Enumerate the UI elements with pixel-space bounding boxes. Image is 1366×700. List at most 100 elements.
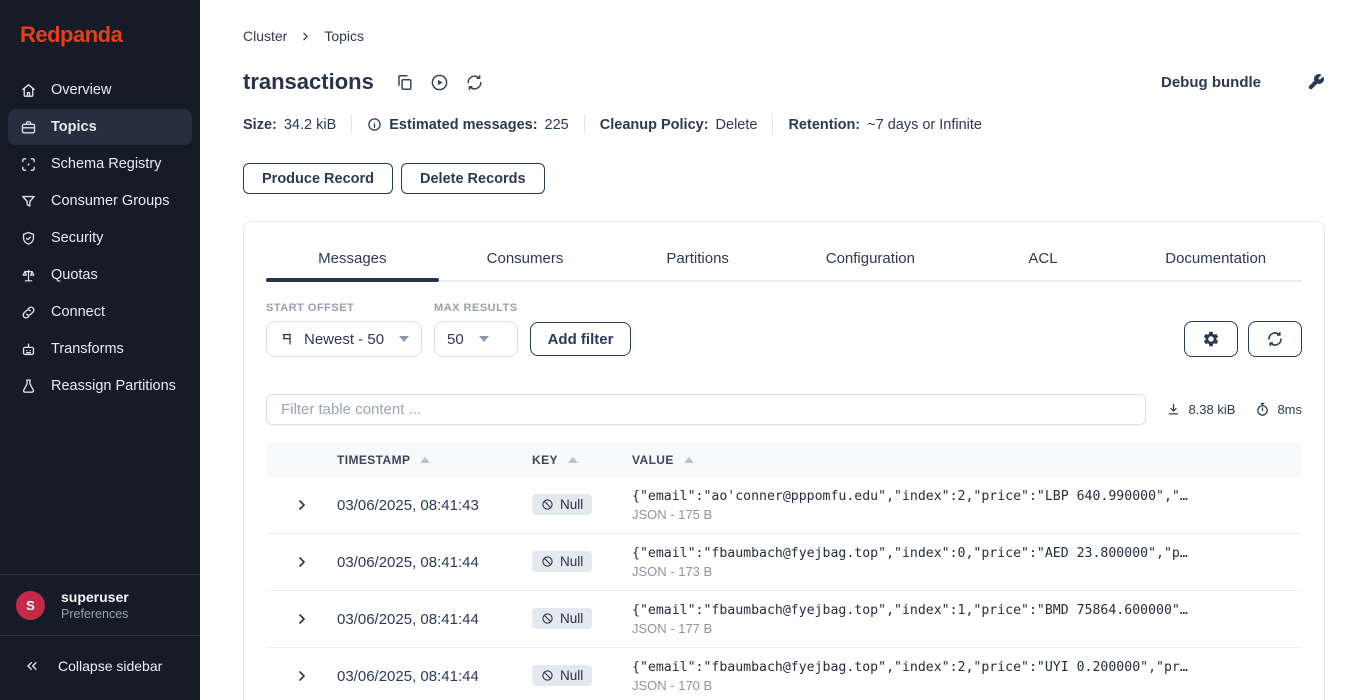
key-null-badge: Null — [532, 494, 593, 515]
sidebar-item-label: Overview — [51, 82, 112, 98]
tab-documentation[interactable]: Documentation — [1165, 250, 1267, 267]
chevron-right-icon — [299, 30, 312, 43]
chevron-down-icon — [399, 336, 410, 342]
tab-configuration[interactable]: Configuration — [825, 250, 915, 267]
play-circle-icon[interactable] — [430, 73, 449, 92]
key-null-badge: Null — [532, 608, 593, 629]
breadcrumb-topics[interactable]: Topics — [324, 28, 365, 44]
stat-value: Delete — [715, 116, 758, 133]
stat-label: Estimated messages: — [389, 116, 538, 133]
gear-icon — [1203, 331, 1219, 347]
info-icon[interactable] — [367, 117, 382, 132]
page-title: transactions — [243, 69, 374, 94]
start-offset-value: Newest - 50 — [304, 330, 385, 348]
max-results-label: MAX RESULTS — [434, 302, 518, 314]
sidebar-item-overview[interactable]: Overview — [8, 72, 192, 108]
filter-row: 8.38 kiB 8ms — [266, 394, 1302, 425]
wrench-icon[interactable] — [1307, 73, 1325, 91]
tab-consumers[interactable]: Consumers — [486, 250, 564, 267]
sidebar-item-connect[interactable]: Connect — [8, 294, 192, 330]
refresh-messages-button[interactable] — [1248, 321, 1302, 357]
value-meta: JSON - 170 B — [632, 677, 713, 693]
sidebar-item-topics[interactable]: Topics — [8, 109, 192, 145]
collapse-sidebar-button[interactable]: Collapse sidebar — [0, 635, 200, 700]
sidebar-item-reassign-partitions[interactable]: Reassign Partitions — [8, 368, 192, 404]
message-settings-button[interactable] — [1184, 321, 1238, 357]
sidebar-item-consumer-groups[interactable]: Consumer Groups — [8, 183, 192, 219]
value-cell: {"email":"fbaumbach@fyejbag.top","index"… — [632, 660, 1302, 693]
title-row: transactions Debug bundle — [243, 69, 1325, 95]
breadcrumb-cluster[interactable]: Cluster — [243, 28, 288, 44]
timestamp-cell: 03/06/2025, 08:41:44 — [337, 610, 479, 628]
link-icon — [20, 304, 37, 321]
payload-size: 8.38 kiB — [1188, 402, 1236, 417]
download-icon — [1169, 403, 1179, 415]
chevron-down-icon — [478, 336, 489, 342]
fetch-stats: 8.38 kiB 8ms — [1166, 402, 1302, 417]
stat-retention: Retention: ~7 days or Infinite — [788, 117, 982, 133]
table-row[interactable]: 03/06/2025, 08:41:44 Null {"email":"fbau… — [266, 648, 1302, 700]
topic-actions: Produce Record Delete Records — [243, 163, 1325, 194]
table-row[interactable]: 03/06/2025, 08:41:43 Null {"email":"ao'c… — [266, 477, 1302, 534]
copy-icon[interactable] — [395, 73, 414, 92]
sidebar-item-label: Security — [51, 230, 104, 246]
max-results-value: 50 — [447, 330, 464, 348]
value-json: {"email":"fbaumbach@fyejbag.top","index"… — [632, 602, 1188, 618]
chevron-right-icon — [298, 557, 305, 567]
table-row[interactable]: 03/06/2025, 08:41:44 Null {"email":"fbau… — [266, 534, 1302, 591]
expand-row-button[interactable] — [266, 554, 337, 570]
timestamp-cell: 03/06/2025, 08:41:44 — [337, 553, 479, 571]
value-meta: JSON - 173 B — [632, 563, 713, 579]
circle-slash-icon — [542, 499, 553, 510]
column-timestamp[interactable]: TIMESTAMP — [337, 453, 532, 467]
flask-icon — [20, 378, 37, 395]
stat-label: Size: — [243, 116, 277, 133]
expand-row-button[interactable] — [266, 497, 337, 513]
tab-bar: Messages Consumers Partitions Configurat… — [266, 240, 1302, 282]
robot-icon — [20, 341, 37, 358]
table-row[interactable]: 03/06/2025, 08:41:44 Null {"email":"fbau… — [266, 591, 1302, 648]
add-filter-button[interactable]: Add filter — [529, 322, 632, 356]
stat-value: ~7 days or Infinite — [867, 116, 983, 133]
elapsed-time: 8ms — [1277, 402, 1302, 417]
expand-row-button[interactable] — [266, 668, 337, 684]
produce-record-button[interactable]: Produce Record — [243, 163, 393, 194]
start-offset-select[interactable]: Newest - 50 — [266, 321, 423, 357]
sidebar-nav: Overview Topics Schema Registry Consumer… — [0, 72, 200, 404]
refresh-icon[interactable] — [465, 73, 484, 92]
key-null-badge: Null — [532, 551, 593, 572]
stat-value: 225 — [544, 116, 569, 133]
sort-icon — [567, 457, 578, 463]
expand-row-button[interactable] — [266, 611, 337, 627]
tab-partitions[interactable]: Partitions — [666, 250, 729, 267]
sidebar-item-quotas[interactable]: Quotas — [8, 257, 192, 293]
stat-size: Size: 34.2 kiB — [243, 117, 336, 133]
tab-messages[interactable]: Messages — [266, 240, 439, 282]
scales-icon — [20, 267, 37, 284]
preferences-link[interactable]: Preferences — [61, 607, 129, 621]
circle-slash-icon — [542, 670, 553, 681]
sidebar-item-schema-registry[interactable]: Schema Registry — [8, 146, 192, 182]
funnel-icon — [20, 193, 37, 210]
messages-table: TIMESTAMP KEY VALUE 03/06/2025, 08:41:43 — [266, 443, 1302, 700]
max-results-select[interactable]: 50 — [434, 321, 518, 357]
delete-records-button[interactable]: Delete Records — [401, 163, 545, 194]
value-json: {"email":"ao'conner@pppomfu.edu","index"… — [632, 488, 1188, 504]
double-chevron-left-icon — [24, 658, 40, 674]
tab-acl[interactable]: ACL — [1028, 250, 1058, 267]
sidebar-item-transforms[interactable]: Transforms — [8, 331, 192, 367]
sidebar-item-label: Schema Registry — [51, 156, 162, 172]
column-key[interactable]: KEY — [532, 453, 632, 467]
sidebar-item-label: Reassign Partitions — [51, 378, 176, 394]
flag-icon — [279, 331, 295, 347]
column-value[interactable]: VALUE — [632, 453, 1302, 467]
home-icon — [20, 82, 37, 99]
stopwatch-icon — [1257, 402, 1269, 416]
sidebar-item-security[interactable]: Security — [8, 220, 192, 256]
debug-bundle-link[interactable]: Debug bundle — [1161, 73, 1261, 91]
avatar[interactable]: S — [16, 590, 45, 620]
shield-icon — [20, 230, 37, 247]
filter-table-input[interactable] — [266, 394, 1147, 425]
user-name: superuser — [61, 589, 129, 605]
chevron-right-icon — [298, 500, 305, 510]
